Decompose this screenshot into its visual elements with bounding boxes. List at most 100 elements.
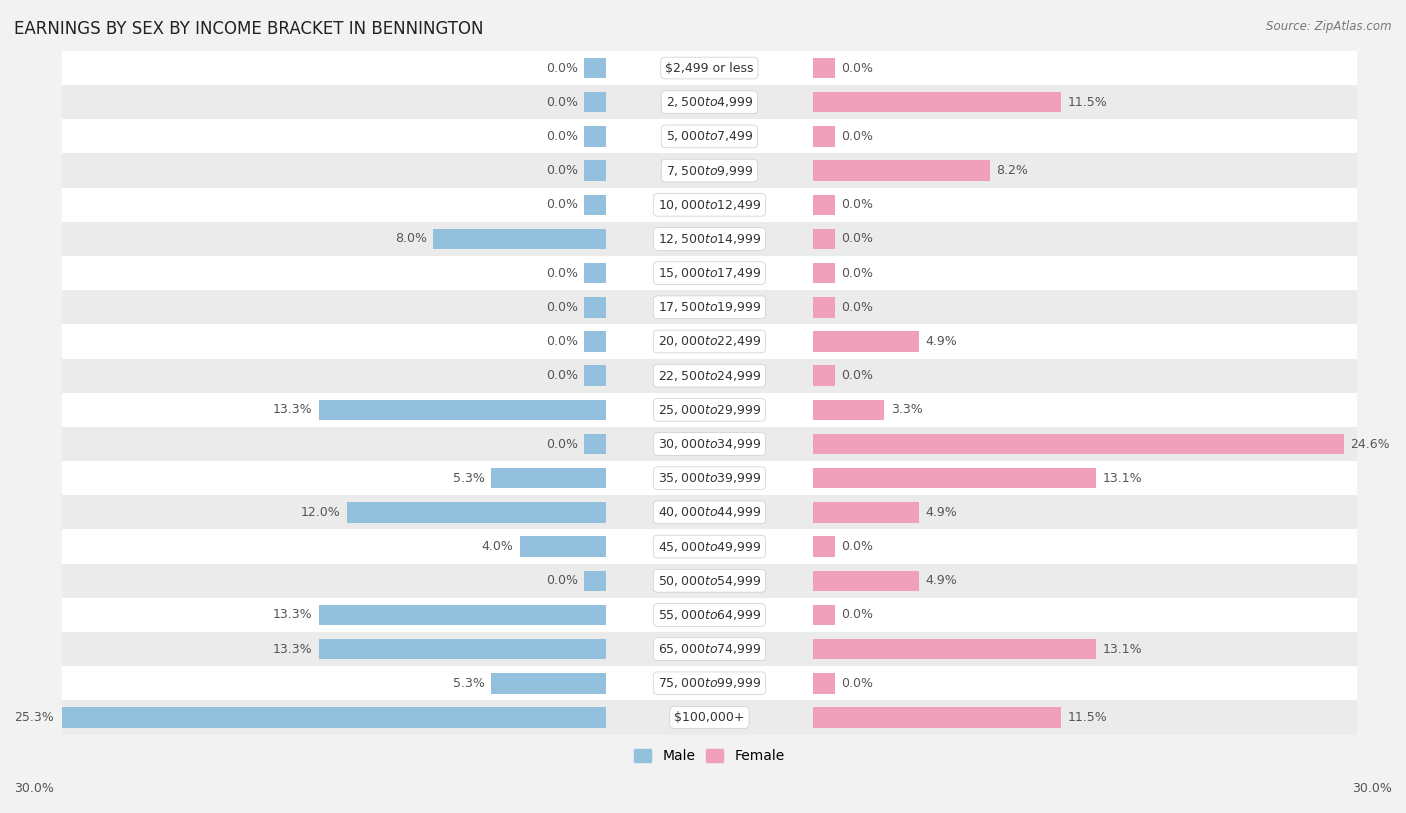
Bar	[813, 331, 918, 352]
Text: $5,000 to $7,499: $5,000 to $7,499	[665, 129, 754, 143]
Text: 24.6%: 24.6%	[1350, 437, 1391, 450]
Bar	[813, 58, 835, 78]
Text: 8.0%: 8.0%	[395, 233, 426, 246]
Text: 0.0%: 0.0%	[841, 233, 873, 246]
Bar	[319, 605, 606, 625]
Bar	[813, 434, 1344, 454]
Text: 12.0%: 12.0%	[301, 506, 340, 519]
Text: 0.0%: 0.0%	[546, 437, 578, 450]
Text: Source: ZipAtlas.com: Source: ZipAtlas.com	[1267, 20, 1392, 33]
Bar	[813, 228, 835, 250]
Text: $20,000 to $22,499: $20,000 to $22,499	[658, 334, 761, 349]
Bar	[62, 51, 1357, 85]
Text: 30.0%: 30.0%	[1353, 782, 1392, 795]
Bar	[62, 427, 1357, 461]
Text: $45,000 to $49,999: $45,000 to $49,999	[658, 540, 761, 554]
Bar	[585, 571, 606, 591]
Text: 0.0%: 0.0%	[841, 198, 873, 211]
Bar	[433, 228, 606, 250]
Bar	[813, 468, 1095, 489]
Bar	[60, 707, 606, 728]
Text: $55,000 to $64,999: $55,000 to $64,999	[658, 608, 761, 622]
Text: 0.0%: 0.0%	[546, 574, 578, 587]
Text: $2,500 to $4,999: $2,500 to $4,999	[665, 95, 754, 109]
Bar	[585, 126, 606, 146]
Text: 3.3%: 3.3%	[890, 403, 922, 416]
Text: 0.0%: 0.0%	[546, 369, 578, 382]
Text: $10,000 to $12,499: $10,000 to $12,499	[658, 198, 761, 211]
Bar	[62, 461, 1357, 495]
Bar	[62, 290, 1357, 324]
Bar	[813, 400, 884, 420]
Text: 5.3%: 5.3%	[453, 472, 485, 485]
Bar	[813, 502, 918, 523]
Legend: Male, Female: Male, Female	[628, 744, 790, 769]
Bar	[813, 673, 835, 693]
Bar	[813, 639, 1095, 659]
Text: 0.0%: 0.0%	[546, 164, 578, 177]
Text: $25,000 to $29,999: $25,000 to $29,999	[658, 403, 761, 417]
Text: $22,500 to $24,999: $22,500 to $24,999	[658, 368, 761, 383]
Bar	[492, 468, 606, 489]
Bar	[813, 537, 835, 557]
Text: 4.0%: 4.0%	[481, 540, 513, 553]
Text: 0.0%: 0.0%	[841, 267, 873, 280]
Text: $30,000 to $34,999: $30,000 to $34,999	[658, 437, 761, 451]
Text: 0.0%: 0.0%	[546, 301, 578, 314]
Text: 0.0%: 0.0%	[841, 62, 873, 75]
Text: 13.1%: 13.1%	[1102, 472, 1142, 485]
Bar	[347, 502, 606, 523]
Bar	[62, 666, 1357, 700]
Text: $35,000 to $39,999: $35,000 to $39,999	[658, 472, 761, 485]
Text: 8.2%: 8.2%	[997, 164, 1028, 177]
Text: $65,000 to $74,999: $65,000 to $74,999	[658, 642, 761, 656]
Text: 0.0%: 0.0%	[546, 335, 578, 348]
Text: 11.5%: 11.5%	[1067, 711, 1108, 724]
Bar	[62, 324, 1357, 359]
Text: 30.0%: 30.0%	[14, 782, 53, 795]
Bar	[585, 194, 606, 215]
Bar	[62, 256, 1357, 290]
Text: $100,000+: $100,000+	[673, 711, 745, 724]
Text: $12,500 to $14,999: $12,500 to $14,999	[658, 232, 761, 246]
Text: 25.3%: 25.3%	[14, 711, 53, 724]
Bar	[813, 126, 835, 146]
Text: $15,000 to $17,499: $15,000 to $17,499	[658, 266, 761, 280]
Text: 0.0%: 0.0%	[841, 676, 873, 689]
Bar	[813, 263, 835, 284]
Bar	[585, 297, 606, 318]
Bar	[62, 85, 1357, 120]
Text: $7,500 to $9,999: $7,500 to $9,999	[665, 163, 754, 177]
Text: 13.1%: 13.1%	[1102, 642, 1142, 655]
Bar	[813, 297, 835, 318]
Bar	[62, 359, 1357, 393]
Bar	[813, 605, 835, 625]
Bar	[62, 700, 1357, 735]
Bar	[813, 571, 918, 591]
Text: 0.0%: 0.0%	[546, 130, 578, 143]
Bar	[813, 365, 835, 386]
Text: 0.0%: 0.0%	[546, 96, 578, 109]
Bar	[585, 365, 606, 386]
Bar	[319, 639, 606, 659]
Bar	[492, 673, 606, 693]
Text: 0.0%: 0.0%	[841, 369, 873, 382]
Bar	[585, 160, 606, 180]
Bar	[813, 707, 1062, 728]
Text: 4.9%: 4.9%	[925, 335, 957, 348]
Bar	[585, 58, 606, 78]
Bar	[813, 160, 990, 180]
Text: 13.3%: 13.3%	[273, 403, 312, 416]
Text: EARNINGS BY SEX BY INCOME BRACKET IN BENNINGTON: EARNINGS BY SEX BY INCOME BRACKET IN BEN…	[14, 20, 484, 38]
Bar	[62, 529, 1357, 563]
Bar	[519, 537, 606, 557]
Text: 13.3%: 13.3%	[273, 642, 312, 655]
Text: 4.9%: 4.9%	[925, 506, 957, 519]
Bar	[62, 598, 1357, 632]
Bar	[585, 92, 606, 112]
Text: 0.0%: 0.0%	[546, 62, 578, 75]
Bar	[319, 400, 606, 420]
Bar	[62, 120, 1357, 154]
Text: 0.0%: 0.0%	[546, 198, 578, 211]
Bar	[62, 393, 1357, 427]
